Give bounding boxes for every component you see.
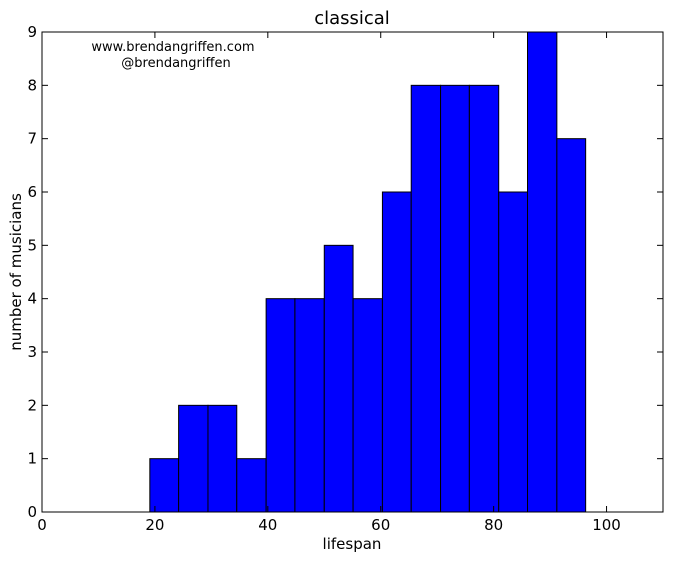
- x-tick-label: 20: [145, 516, 164, 534]
- x-tick-label: 0: [37, 516, 47, 534]
- histogram-bar: [178, 404, 209, 513]
- y-tick-label: 5: [27, 236, 37, 254]
- histogram-bar: [236, 458, 267, 513]
- y-axis-label: number of musicians: [7, 193, 25, 351]
- y-tick-label: 0: [27, 503, 37, 521]
- y-axis-ticks: 0 1 2 3 4 5 6 7 8 9: [27, 23, 663, 521]
- histogram-bar: [468, 84, 500, 513]
- y-tick-label: 7: [27, 130, 37, 148]
- y-tick-label: 2: [27, 396, 37, 414]
- histogram-bar: [265, 298, 296, 513]
- histogram-bar: [527, 31, 558, 513]
- y-tick-label: 1: [27, 450, 37, 468]
- chart-title: classical: [314, 8, 390, 29]
- x-tick-label: 100: [592, 516, 621, 534]
- y-tick-label: 4: [27, 290, 37, 308]
- x-tick-label: 80: [484, 516, 503, 534]
- histogram-bar: [410, 84, 442, 513]
- histogram-bar: [207, 404, 238, 513]
- y-tick-label: 3: [27, 343, 37, 361]
- y-tick-label: 8: [27, 76, 37, 94]
- y-tick-label: 9: [27, 23, 37, 41]
- histogram-bar: [498, 191, 529, 513]
- bars-group: [149, 31, 587, 513]
- watermark-handle: @brendangriffen: [121, 56, 230, 71]
- plot-frame: [41, 31, 664, 513]
- histogram-bar: [294, 298, 325, 513]
- x-axis-label: lifespan: [323, 535, 382, 553]
- histogram-bar: [440, 84, 470, 513]
- histogram-bar: [556, 138, 587, 513]
- x-axis-ticks: 0 20 40 60 80 100: [37, 32, 621, 534]
- x-tick-label: 60: [371, 516, 390, 534]
- y-tick-label: 6: [27, 183, 37, 201]
- watermark-url: www.brendangriffen.com: [91, 40, 254, 55]
- histogram-bar: [352, 298, 383, 513]
- histogram-bar: [323, 244, 354, 513]
- histogram-bar: [381, 191, 412, 513]
- histogram-bar: [149, 458, 180, 513]
- x-tick-label: 40: [258, 516, 277, 534]
